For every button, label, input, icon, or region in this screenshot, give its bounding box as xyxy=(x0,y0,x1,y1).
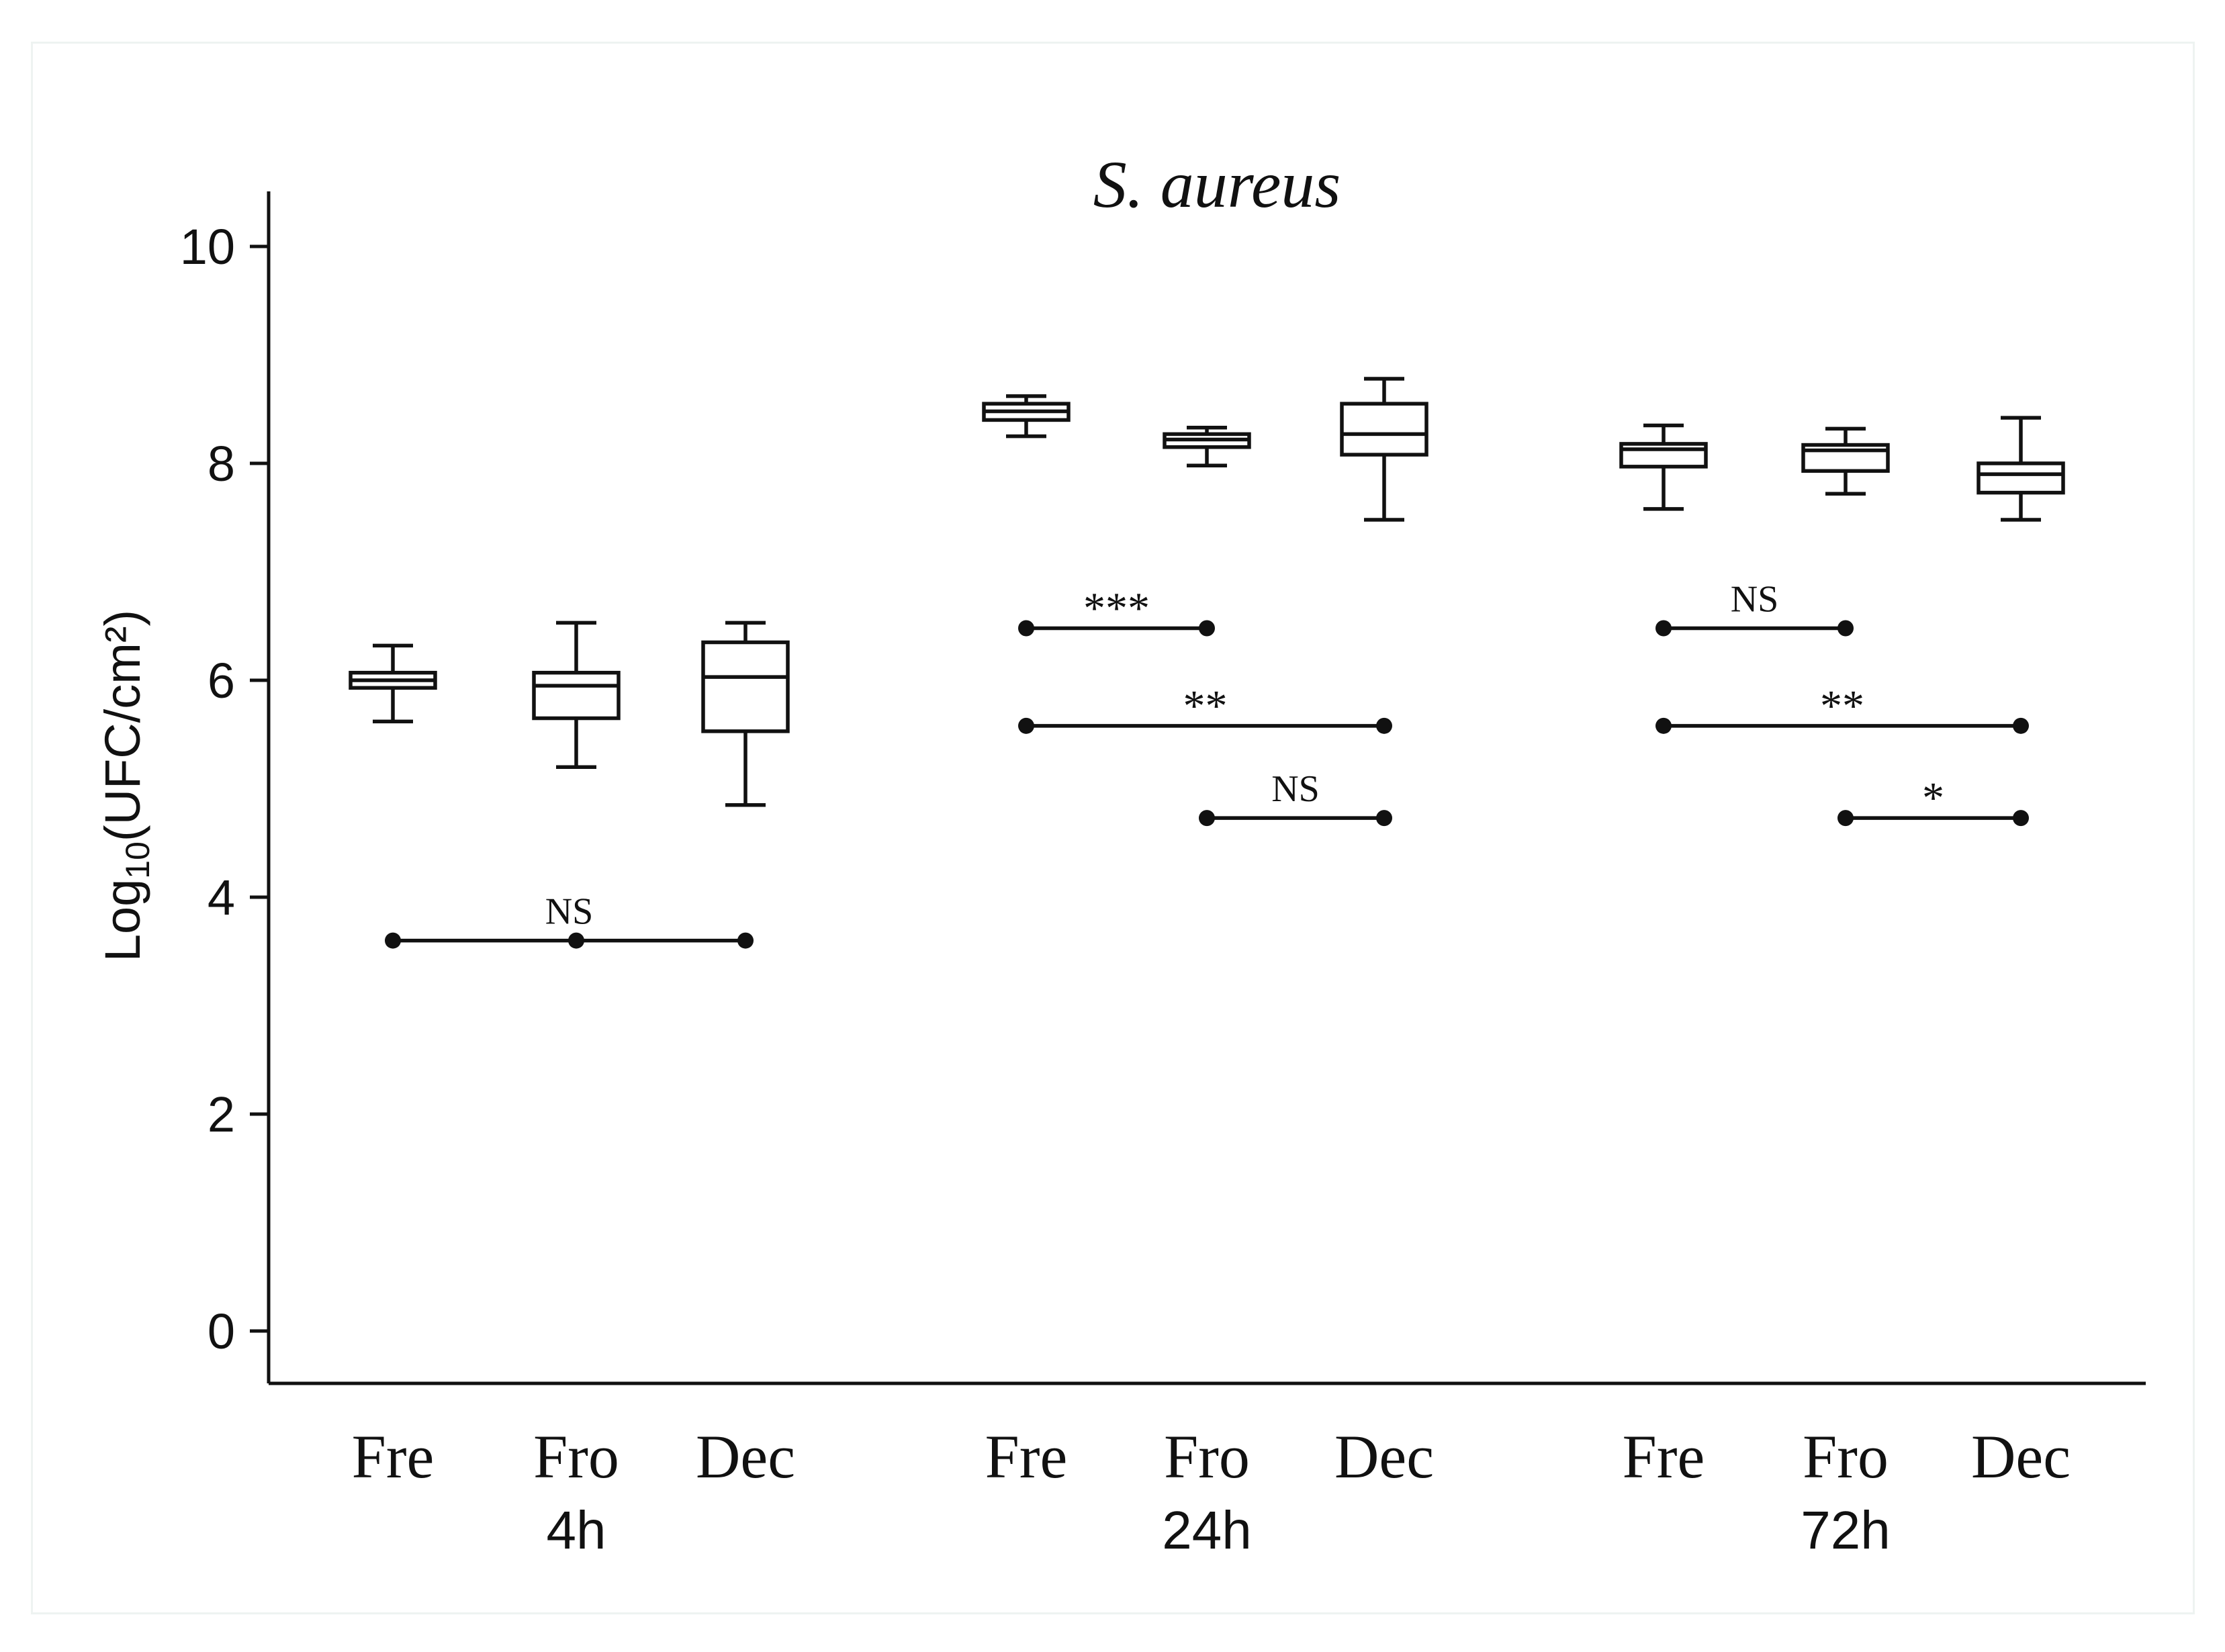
comparison-bracket: NS xyxy=(385,891,754,949)
y-axis-label-post: (UFC/cm²) xyxy=(95,610,150,841)
box-24h-Dec xyxy=(1340,377,1428,522)
comparison-bracket: ** xyxy=(1018,682,1392,734)
iqr-box xyxy=(532,670,621,721)
y-tick-label: 8 xyxy=(208,436,235,492)
y-axis-label-sub: 10 xyxy=(119,841,156,879)
comparison-point xyxy=(1018,717,1034,734)
figure-frame xyxy=(31,42,2195,1614)
x-axis-labels: Fre Fro Dec 4h Fre Fro Dec 24h Fre Fro Dec 72h xyxy=(352,1422,2071,1560)
comparison-point xyxy=(1376,717,1392,734)
x-category-label: Fre xyxy=(985,1422,1068,1491)
comparison-bracket: NS xyxy=(1199,768,1392,827)
box-4h-Fro xyxy=(532,621,621,769)
iqr-box xyxy=(1619,442,1708,469)
comparison-bracket: NS xyxy=(1655,578,1854,637)
comparison-point xyxy=(568,932,584,949)
x-category-label: Fro xyxy=(533,1422,619,1491)
iqr-box xyxy=(1977,461,2065,495)
comparison-bracket: ** xyxy=(1655,682,2029,734)
box-72h-Dec xyxy=(1977,416,2065,522)
comparison-point xyxy=(737,932,754,949)
y-axis-label: Log10(UFC/cm²) xyxy=(95,610,156,962)
box-72h-Fro xyxy=(1801,426,1890,496)
comparison-point xyxy=(1376,810,1392,827)
box-24h-Fre xyxy=(982,394,1071,439)
comparison-point xyxy=(1199,810,1215,827)
x-category-label: Fro xyxy=(1164,1422,1250,1491)
x-group-label: 72h xyxy=(1801,1500,1890,1560)
x-category-label: Fro xyxy=(1803,1422,1889,1491)
x-category-label: Fre xyxy=(352,1422,435,1491)
chart-title: S. aureus xyxy=(1093,147,1341,222)
box-4h-Dec xyxy=(701,621,790,807)
x-category-label: Dec xyxy=(1971,1422,2071,1491)
significance-label: *** xyxy=(1083,584,1150,633)
comparison-point xyxy=(2013,810,2029,827)
box-72h-Fre xyxy=(1619,423,1708,511)
comparison-point xyxy=(1655,620,1672,637)
significance-label: NS xyxy=(1731,578,1779,620)
significance-label: ** xyxy=(1820,682,1864,731)
comparison-point xyxy=(385,932,401,949)
iqr-box xyxy=(1340,402,1428,457)
comparison-point xyxy=(1837,810,1854,827)
y-tick-label: 10 xyxy=(180,219,235,275)
x-group-label: 4h xyxy=(547,1500,606,1560)
significance-label: * xyxy=(1922,774,1944,823)
iqr-box xyxy=(701,640,790,733)
y-tick-label: 0 xyxy=(208,1303,235,1359)
comparison-point xyxy=(1837,620,1854,637)
comparison-point xyxy=(1018,620,1034,637)
box-series xyxy=(349,377,2065,807)
y-tick-label: 6 xyxy=(208,653,235,708)
comparison-point xyxy=(1199,620,1215,637)
y-tick-label: 4 xyxy=(208,870,235,925)
significance-label: NS xyxy=(1271,768,1320,810)
significance-label: NS xyxy=(545,891,594,933)
y-ticks: 0 2 4 6 8 10 xyxy=(180,219,269,1359)
x-category-label: Dec xyxy=(696,1422,795,1491)
x-category-label: Fre xyxy=(1623,1422,1705,1491)
x-category-label: Dec xyxy=(1334,1422,1434,1491)
y-tick-label: 2 xyxy=(208,1087,235,1142)
y-axis-label-pre: Log xyxy=(95,879,150,962)
comparison-bracket: *** xyxy=(1018,584,1215,637)
x-group-label: 24h xyxy=(1162,1500,1251,1560)
box-24h-Fro xyxy=(1163,425,1251,467)
comparison-point xyxy=(1655,717,1672,734)
box-4h-Fre xyxy=(349,643,437,724)
comparison-bracket: * xyxy=(1837,774,2029,827)
comparison-point xyxy=(2013,717,2029,734)
significance-label: ** xyxy=(1183,682,1228,731)
